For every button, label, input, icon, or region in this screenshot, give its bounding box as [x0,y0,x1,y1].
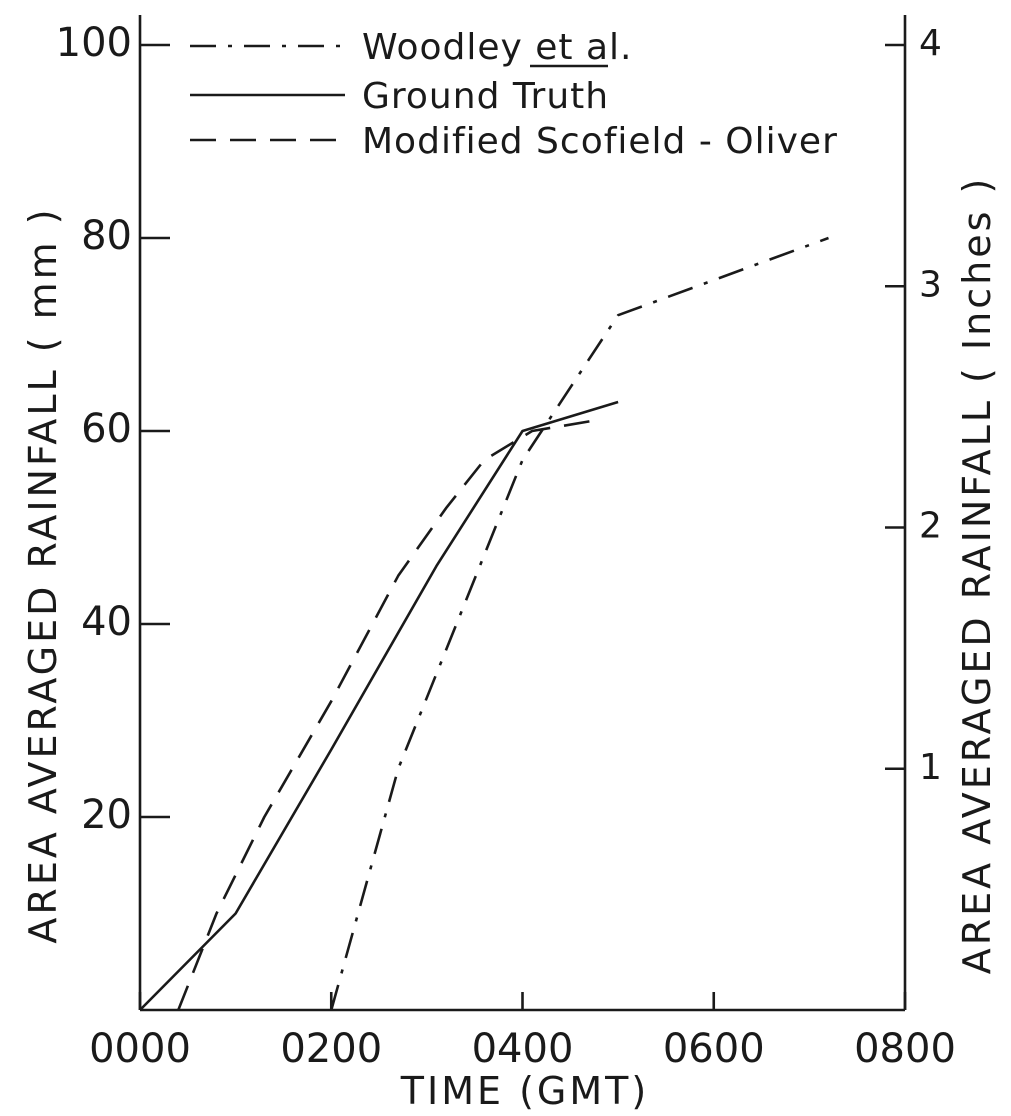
x-axis-title: TIME (GMT) [400,1069,649,1113]
y2-tick-label: 3 [919,264,942,305]
y-tick-label: 60 [81,406,132,452]
x-tick-label: 0400 [472,1026,574,1072]
y-tick-label: 40 [81,599,132,645]
x-tick-label: 0800 [854,1026,956,1072]
series-line-2 [139,400,619,1011]
y2-tick-label: 1 [919,747,942,788]
y-tick-label: 80 [81,213,132,259]
legend-label-3: Modified Scofield - Oliver [362,121,838,162]
x-tick-label: 0600 [663,1026,765,1072]
legend-label-1: Woodley et al. [362,27,633,68]
y-axis-title: AREA AVERAGED RAINFALL ( mm ) [21,206,65,943]
series-line-1 [330,236,829,1011]
y-tick-label: 20 [81,792,132,838]
y-tick-label: 100 [56,20,132,66]
axes: 20 40 60 80 100 1 2 3 4 0000 0200 0400 0600 0800 [56,15,956,1072]
x-tick-label: 0200 [280,1026,382,1072]
legend-label-2: Ground Truth [362,76,609,117]
y2-tick-label: 2 [919,506,942,547]
series-layer [139,236,829,1011]
series-line-3 [177,420,590,1011]
x-tick-label: 0000 [89,1026,191,1072]
y2-axis-title: AREA AVERAGED RAINFALL ( Inches ) [955,176,999,975]
y2-tick-label: 4 [919,23,942,64]
